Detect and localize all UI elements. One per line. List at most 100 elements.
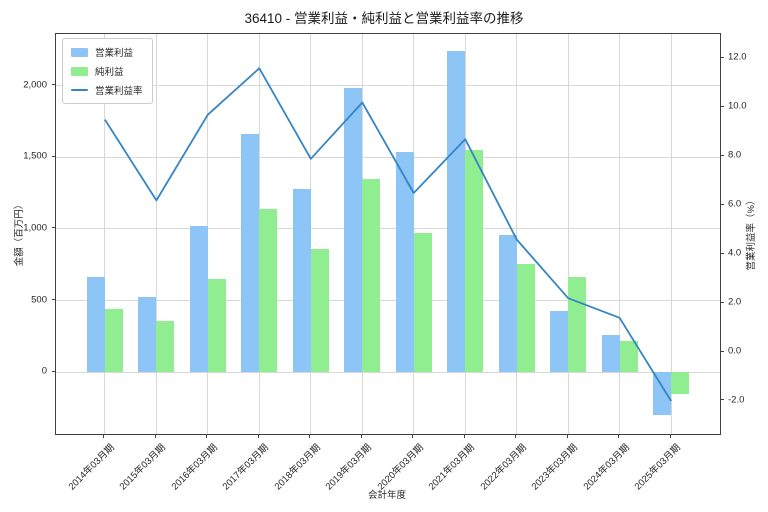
x-tick-mark [515, 434, 517, 438]
y-tick-mark-left [51, 370, 55, 372]
x-tick-label: 2016年03月期 [169, 442, 220, 493]
bar-net-profit [516, 264, 535, 373]
y-tick-mark-left [51, 299, 55, 301]
plot-area: 営業利益純利益営業利益率 [55, 33, 721, 435]
x-tick-mark [412, 434, 414, 438]
x-tick-mark [463, 434, 465, 438]
y-axis-label-right: 営業利益率（%） [746, 195, 757, 271]
legend-color-patch [71, 47, 88, 57]
x-tick-mark [206, 434, 208, 438]
legend-line-sample [71, 88, 88, 92]
x-tick-label: 2014年03月期 [66, 442, 117, 493]
x-axis-label: 会計年度 [367, 490, 407, 501]
bar-operating-profit [653, 372, 672, 416]
x-tick-mark [309, 434, 311, 438]
chart-title: 36410 - 営業利益・純利益と営業利益率の推移 [244, 11, 524, 26]
bar-operating-profit [138, 297, 157, 373]
gridline-vertical [619, 34, 621, 434]
gridline-vertical [155, 34, 157, 434]
x-tick-mark [669, 434, 671, 438]
y-axis-label-left: 金額（百万円） [14, 199, 25, 267]
x-tick-label: 2025年03月期 [632, 442, 683, 493]
y-tick-mark-right [720, 252, 724, 254]
y-tick-label-right: 12.0 [728, 51, 747, 63]
x-tick-label: 2015年03月期 [117, 442, 169, 493]
y-tick-mark-left [51, 155, 55, 157]
bar-operating-profit [241, 134, 260, 373]
y-tick-mark-right [720, 399, 724, 401]
bar-net-profit [413, 233, 432, 373]
y-tick-mark-left [51, 227, 55, 229]
bar-net-profit [362, 178, 381, 373]
bar-net-profit [310, 249, 329, 373]
y-tick-label-right: 0.0 [728, 345, 742, 357]
bar-net-profit [207, 279, 226, 373]
bar-operating-profit [395, 151, 414, 373]
gridline-horizontal [56, 85, 720, 87]
y-tick-label-right: 6.0 [728, 198, 742, 210]
bar-net-profit [619, 340, 638, 373]
x-tick-label: 2019年03月期 [323, 442, 375, 493]
x-tick-label: 2024年03月期 [581, 442, 632, 493]
bar-operating-profit [292, 188, 311, 373]
gridline-horizontal [56, 300, 720, 302]
gridline-vertical [516, 34, 518, 434]
y-tick-mark-right [720, 301, 724, 303]
gridline-horizontal [56, 156, 720, 158]
x-tick-mark [257, 434, 259, 438]
y-tick-mark-right [720, 56, 724, 58]
x-tick-label: 2023年03月期 [529, 442, 581, 493]
x-tick-mark [566, 434, 568, 438]
gridline-vertical [670, 34, 672, 434]
bar-operating-profit [498, 234, 517, 373]
y-tick-mark-right [720, 154, 724, 156]
x-tick-label: 2022年03月期 [478, 442, 529, 493]
x-tick-label: 2021年03月期 [426, 442, 478, 493]
profit-margin-line [104, 67, 672, 402]
legend-item: 営業利益率 [71, 83, 143, 97]
y-tick-mark-left [51, 84, 55, 86]
x-tick-label: 2018年03月期 [272, 442, 323, 493]
bar-net-profit [671, 372, 690, 394]
legend-item: 営業利益 [71, 45, 143, 59]
x-tick-mark [360, 434, 362, 438]
legend-item: 純利益 [71, 64, 143, 78]
y-tick-label-left: 1,500 [23, 150, 47, 162]
y-tick-label-right: 2.0 [728, 296, 742, 308]
bar-net-profit [259, 208, 278, 373]
x-tick-mark [154, 434, 156, 438]
x-tick-mark [103, 434, 105, 438]
legend-label: 純利益 [95, 67, 124, 78]
bar-operating-profit [447, 51, 466, 373]
gridline-vertical [310, 34, 312, 434]
legend-label: 営業利益 [95, 48, 134, 59]
y-tick-label-left: 500 [31, 294, 47, 306]
y-tick-label-left: 1,000 [23, 222, 47, 234]
bar-net-profit [465, 150, 484, 373]
gridline-vertical [104, 34, 106, 434]
gridline-horizontal [56, 371, 720, 373]
y-tick-mark-right [720, 203, 724, 205]
y-tick-label-right: 10.0 [728, 100, 747, 112]
bar-net-profit [156, 320, 175, 373]
y-tick-label-right: -2.0 [728, 394, 745, 406]
legend-label: 営業利益率 [95, 86, 143, 97]
bar-operating-profit [550, 311, 569, 373]
y-tick-label-left: 0 [41, 365, 47, 377]
y-tick-label-right: 4.0 [728, 247, 742, 259]
gridline-vertical [567, 34, 569, 434]
y-tick-mark-right [720, 350, 724, 352]
y-tick-label-left: 2,000 [23, 79, 47, 91]
x-tick-label: 2017年03月期 [220, 442, 272, 493]
bar-operating-profit [344, 88, 363, 373]
bar-operating-profit [189, 226, 208, 373]
gridline-vertical [207, 34, 209, 434]
legend: 営業利益純利益営業利益率 [62, 38, 153, 104]
y-tick-mark-right [720, 105, 724, 107]
bar-net-profit [104, 309, 123, 373]
x-tick-mark [618, 434, 620, 438]
y-tick-label-right: 8.0 [728, 149, 742, 161]
bar-operating-profit [601, 335, 620, 373]
x-tick-label: 2020年03月期 [375, 442, 426, 493]
